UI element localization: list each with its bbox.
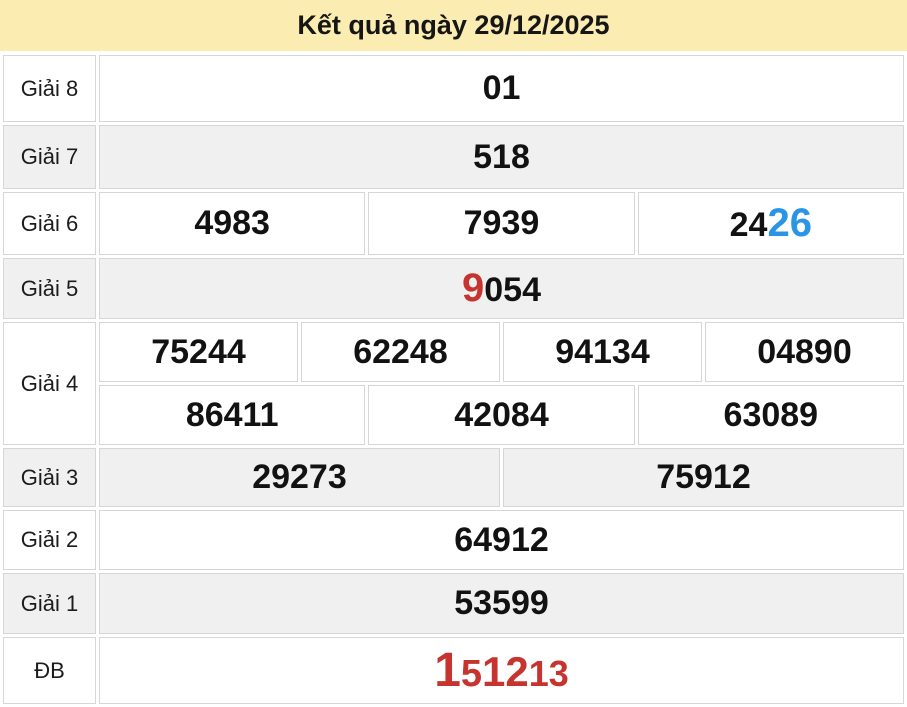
prize-row-giai-3: Giải 3 29273 75912 (3, 448, 904, 507)
prize-value-giai-2: 64912 (99, 510, 904, 570)
prize-value-giai-6-1: 4983 (99, 192, 366, 255)
prize-row-giai-4-top: Giải 4 75244 62248 94134 04890 (3, 322, 904, 445)
dac-biet-seg1: 1 (434, 644, 461, 697)
prize-label-giai-1: Giải 1 (3, 573, 96, 634)
page-title: Kết quả ngày 29/12/2025 (297, 10, 610, 40)
results-table: Giải 8 01 Giải 7 518 Giải 6 4983 7939 24… (0, 52, 907, 707)
prize-label-giai-2: Giải 2 (3, 510, 96, 570)
giai-5-black-digits: 054 (484, 271, 541, 309)
prize-value-dac-biet: 151213 (99, 637, 904, 704)
prize-label-giai-6: Giải 6 (3, 192, 96, 255)
prize-value-giai-5: 9054 (99, 258, 904, 319)
prize-row-giai-8: Giải 8 01 (3, 55, 904, 122)
prize-label-giai-7: Giải 7 (3, 125, 96, 189)
prize-value-giai-8: 01 (99, 55, 904, 122)
prize-label-giai-8: Giải 8 (3, 55, 96, 122)
prize-row-giai-4-bottom: 86411 42084 63089 (3, 385, 904, 445)
prize-value-giai-3-1: 29273 (99, 448, 500, 507)
giai-5-red-digit: 9 (462, 266, 485, 310)
prize-value-giai-7: 518 (99, 125, 904, 189)
prize-value-giai-4-7: 63089 (637, 385, 904, 445)
dac-biet-seg2: 5 (460, 653, 483, 695)
dac-biet-seg4: 13 (528, 653, 569, 694)
prize-value-giai-6-2: 7939 (368, 192, 635, 255)
results-header: Kết quả ngày 29/12/2025 (0, 0, 907, 51)
prize-row-giai-6: Giải 6 4983 7939 2426 (3, 192, 904, 255)
prize-value-giai-4-3: 94134 (502, 322, 702, 382)
prize-value-giai-1: 53599 (99, 573, 904, 634)
giai-6-3-blue-digits: 26 (767, 201, 812, 245)
prize-row-giai-7: Giải 7 518 (3, 125, 904, 189)
prize-row-dac-biet: ĐB 151213 (3, 637, 904, 704)
prize-label-giai-3: Giải 3 (3, 448, 96, 507)
prize-value-giai-4-5: 86411 (99, 385, 366, 445)
prize-value-giai-4-2: 62248 (300, 322, 500, 382)
prize-value-giai-4-4: 04890 (704, 322, 904, 382)
prize-row-giai-2: Giải 2 64912 (3, 510, 904, 570)
dac-biet-seg3: 12 (482, 648, 529, 695)
prize-label-giai-5: Giải 5 (3, 258, 96, 319)
giai-6-3-black-digits: 24 (729, 206, 768, 244)
prize-value-giai-4-6: 42084 (368, 385, 635, 445)
prize-value-giai-3-2: 75912 (502, 448, 904, 507)
prize-value-giai-6-3: 2426 (637, 192, 904, 255)
prize-row-giai-5: Giải 5 9054 (3, 258, 904, 319)
prize-value-giai-4-1: 75244 (99, 322, 298, 382)
prize-label-dac-biet: ĐB (3, 637, 96, 704)
prize-label-giai-4: Giải 4 (3, 322, 96, 445)
prize-row-giai-1: Giải 1 53599 (3, 573, 904, 634)
